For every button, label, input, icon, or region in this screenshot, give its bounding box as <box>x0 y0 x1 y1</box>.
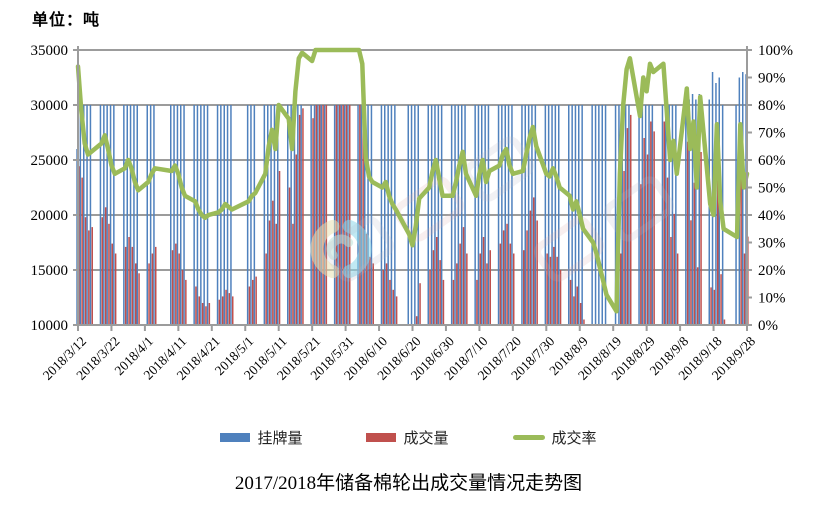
svg-text:90%: 90% <box>758 71 786 87</box>
right-axis-labels: 100% 90% 80% 70% 60% 50% 40% 30% 20% 10% 0% <box>758 43 793 334</box>
watermark-logo <box>310 219 372 279</box>
traded-volume-swatch <box>366 433 397 442</box>
svg-text:20%: 20% <box>758 263 786 279</box>
svg-text:50%: 50% <box>758 181 786 197</box>
svg-text:10%: 10% <box>758 291 786 307</box>
trade-rate-swatch <box>512 435 545 440</box>
svg-text:60%: 60% <box>758 153 786 169</box>
legend-label-traded: 成交量 <box>403 431 449 447</box>
svg-text:70%: 70% <box>758 126 786 142</box>
legend-item-traded: 成交量 <box>366 427 449 448</box>
svg-text:20000: 20000 <box>31 208 69 224</box>
listed-volume-bars <box>76 72 747 325</box>
legend-item-listed: 挂牌量 <box>220 427 302 448</box>
legend-item-rate: 成交率 <box>512 427 597 448</box>
legend-label-rate: 成交率 <box>551 431 597 447</box>
svg-text:30000: 30000 <box>31 98 69 114</box>
svg-text:30%: 30% <box>758 236 786 252</box>
trade-rate-line <box>75 47 750 314</box>
legend: 挂牌量 成交量 成交率 <box>0 427 817 448</box>
plot-svg: 35000 30000 25000 20000 15000 10000 100% 90% 80%… <box>31 43 794 383</box>
listed-volume-swatch <box>220 433 251 442</box>
svg-text:25000: 25000 <box>31 153 69 169</box>
svg-text:10000: 10000 <box>31 318 69 334</box>
svg-text:40%: 40% <box>758 208 786 224</box>
unit-label: 单位：吨 <box>32 12 101 29</box>
svg-text:35000: 35000 <box>31 43 69 59</box>
traded-volume-bars <box>78 105 749 326</box>
svg-text:100%: 100% <box>758 43 793 59</box>
svg-text:80%: 80% <box>758 98 786 114</box>
x-axis-labels: 2018/3/122018/3/222018/4/12018/4/112018/… <box>40 333 758 382</box>
legend-label-listed: 挂牌量 <box>257 431 303 447</box>
svg-text:15000: 15000 <box>31 263 69 279</box>
chart-title: 2017/2018年储备棉轮出成交量情况走势图 <box>234 473 583 494</box>
left-axis-labels: 35000 30000 25000 20000 15000 10000 <box>31 43 69 334</box>
svg-text:0%: 0% <box>758 318 778 334</box>
axes <box>73 46 752 331</box>
